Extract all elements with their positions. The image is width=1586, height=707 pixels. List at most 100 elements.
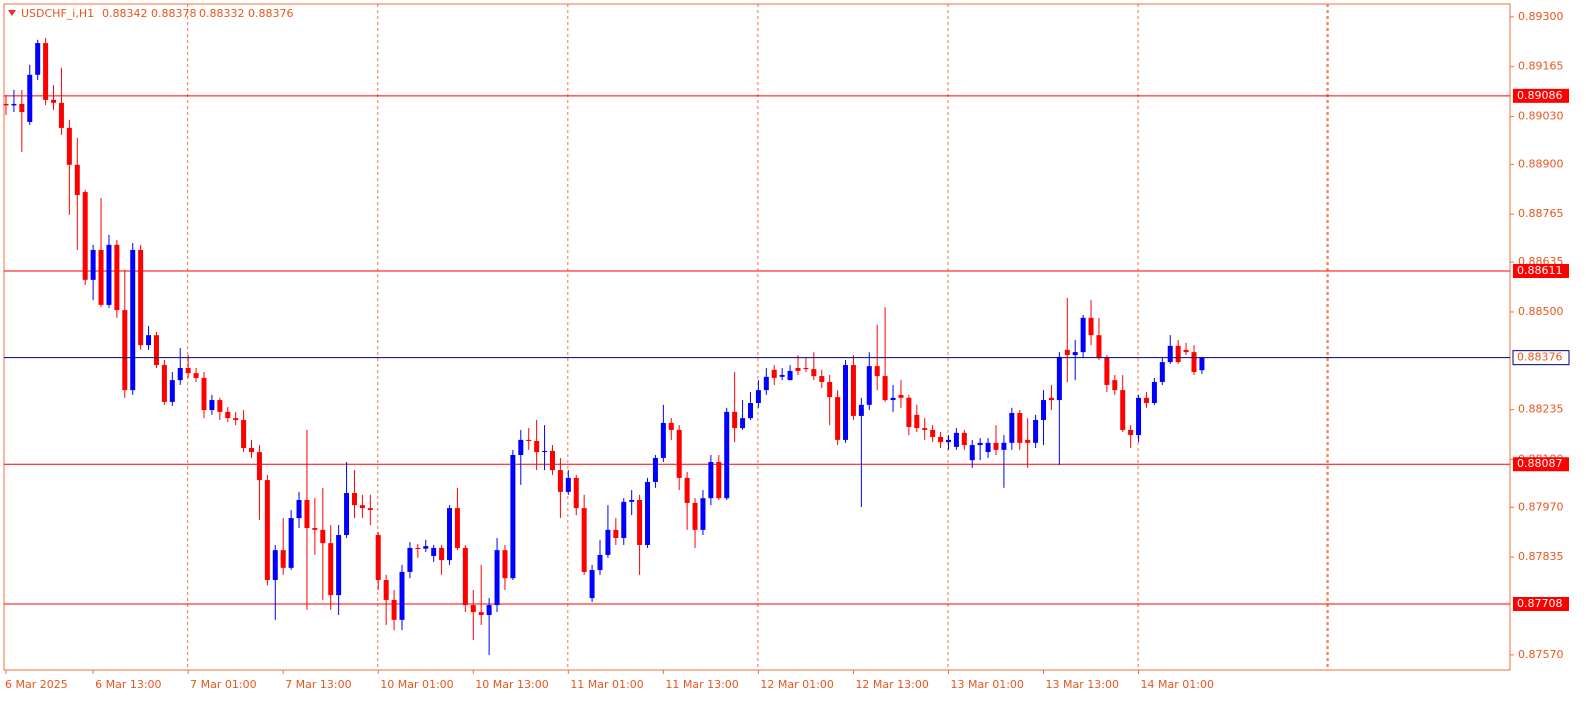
candle-body (1017, 412, 1023, 443)
candle-body (668, 422, 674, 430)
level-label-box (1513, 457, 1569, 472)
x-tick-label: 14 Mar 01:00 (1141, 678, 1214, 691)
candle-body (518, 439, 524, 456)
candle-body (90, 249, 96, 280)
candle-body (375, 535, 381, 581)
candle-body (1167, 345, 1173, 363)
candle-body (660, 422, 666, 458)
candle-body (763, 376, 769, 391)
candle-body (169, 380, 175, 402)
candle-body (122, 310, 128, 391)
x-tick-label: 6 Mar 2025 (5, 678, 68, 691)
x-tick-label: 7 Mar 13:00 (285, 678, 351, 691)
level-label-box (1513, 596, 1569, 611)
ohlc-high: 0.88378 (151, 7, 197, 20)
candle-body (1120, 390, 1126, 430)
candle-body (383, 580, 389, 600)
candle-body (922, 428, 928, 430)
candle-body (27, 74, 33, 123)
candle-body (415, 547, 421, 549)
candle-body (447, 508, 453, 561)
candle-body (803, 367, 809, 370)
candle-body (367, 508, 373, 510)
candle-body (130, 249, 136, 391)
price-label: 0.88376 (1517, 351, 1563, 364)
level-label: 0.88087 (1517, 457, 1563, 470)
candle-body (898, 394, 904, 398)
candle-body (328, 543, 334, 596)
menu-arrow[interactable] (8, 10, 16, 16)
candle-body (1064, 349, 1070, 356)
candle-body (945, 439, 951, 443)
ohlc-open: 0.88342 (102, 7, 148, 20)
candle-body (454, 508, 460, 548)
candle-body (502, 550, 508, 579)
candle-body (597, 554, 603, 571)
candle-body (1056, 356, 1062, 401)
candle-body (985, 442, 991, 453)
level-label: 0.89086 (1517, 89, 1563, 102)
candle-body (1199, 357, 1205, 371)
candle-body (462, 547, 468, 606)
candle-body (391, 599, 397, 620)
y-tick-label: 0.89030 (1518, 109, 1564, 122)
candle-body (534, 440, 540, 453)
candle-body (1151, 381, 1157, 404)
candle-body (755, 390, 761, 404)
candle-body (573, 477, 579, 509)
candle-body (431, 547, 437, 557)
candle-body (494, 550, 500, 606)
candle-body (1088, 317, 1094, 336)
candle-body (359, 505, 365, 509)
candle-body (280, 550, 286, 568)
y-tick-label: 0.88235 (1518, 403, 1564, 416)
chart-title: USDCHF_i,H1 (21, 7, 94, 20)
candle-body (557, 470, 563, 492)
candle-body (3, 103, 9, 106)
candle-body (264, 480, 270, 581)
candle-body (969, 445, 975, 461)
candle-body (1001, 442, 1007, 450)
candle-body (43, 43, 49, 100)
candle-body (732, 411, 738, 429)
candle-body (351, 492, 357, 506)
candle-body (312, 528, 318, 530)
x-tick-label: 6 Mar 13:00 (95, 678, 161, 691)
candle-body (716, 462, 722, 499)
candle-body (993, 442, 999, 450)
candle-body (296, 499, 302, 519)
candle-body (256, 452, 262, 481)
x-tick-label: 13 Mar 13:00 (1046, 678, 1119, 691)
level-label: 0.87708 (1517, 597, 1563, 610)
candle-body (193, 373, 199, 378)
candle-body (423, 546, 429, 549)
x-tick-label: 10 Mar 01:00 (380, 678, 453, 691)
candle-body (526, 439, 532, 441)
candle-body (1033, 419, 1039, 443)
x-tick-label: 7 Mar 01:00 (190, 678, 256, 691)
y-tick-label: 0.88900 (1518, 157, 1564, 170)
y-tick-label: 0.89165 (1518, 60, 1564, 73)
y-tick-label: 0.89300 (1518, 10, 1564, 23)
candle-body (890, 397, 896, 401)
candle-body (1096, 335, 1102, 359)
candle-body (740, 418, 746, 429)
candle-body (1072, 352, 1078, 356)
candle-body (344, 492, 350, 536)
candle-body (486, 605, 492, 616)
candle-body (779, 374, 785, 377)
x-tick-label: 12 Mar 01:00 (760, 678, 833, 691)
candle-body (938, 436, 944, 443)
candle-body (185, 367, 191, 374)
candle-body (835, 397, 841, 440)
candle-body (114, 244, 120, 311)
candle-body (700, 498, 706, 530)
candle-body (336, 535, 342, 596)
candle-body (1041, 400, 1047, 420)
ohlc-low: 0.88332 (199, 7, 245, 20)
candle-body (819, 376, 825, 382)
candle-body (217, 400, 223, 412)
candle-body (225, 411, 231, 419)
level-label-box (1513, 263, 1569, 278)
